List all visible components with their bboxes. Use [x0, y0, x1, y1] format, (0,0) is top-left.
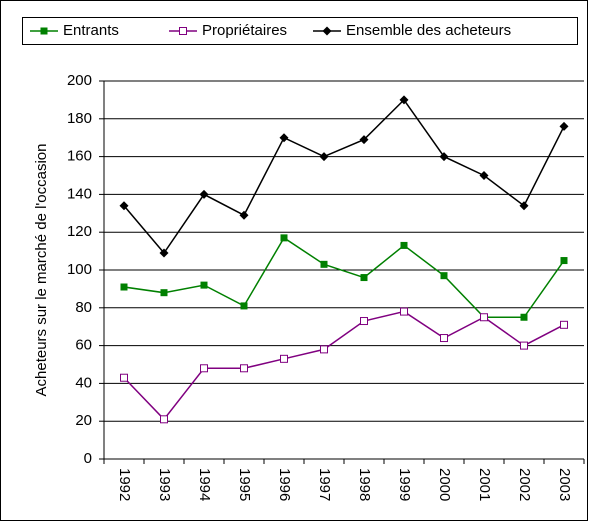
point [480, 313, 488, 322]
legend-label: Propriétaires [202, 22, 287, 39]
y-tick-label: 40 [75, 374, 92, 391]
point [320, 345, 328, 354]
series-line [123, 236, 565, 318]
point [199, 189, 209, 199]
y-tick-label: 20 [75, 412, 92, 429]
y-tick-label: 0 [84, 450, 92, 467]
x-tick-label: 1994 [196, 468, 213, 501]
x-tick-label: 1993 [156, 468, 173, 501]
point [360, 274, 368, 282]
point [359, 135, 369, 145]
point [560, 257, 568, 265]
point [160, 415, 168, 424]
point [160, 289, 168, 297]
point [560, 320, 568, 329]
point [280, 354, 288, 363]
x-tick-label: 2003 [556, 468, 573, 501]
x-tick-label: 1992 [116, 468, 133, 501]
x-tick-label: 1998 [356, 468, 373, 501]
point [440, 334, 448, 343]
series-line [123, 98, 565, 255]
point [559, 121, 569, 131]
legend-marker [322, 26, 332, 36]
point [200, 364, 208, 373]
point [200, 281, 208, 289]
x-tick-label: 1996 [276, 468, 293, 501]
point [159, 248, 169, 258]
legend-box [22, 17, 578, 45]
y-tick-label: 200 [67, 72, 92, 89]
y-tick-label: 160 [67, 148, 92, 165]
point [520, 313, 528, 321]
point [239, 210, 249, 220]
point [240, 302, 248, 310]
y-axis-title: Acheteurs sur le marché de l'occasion [33, 144, 50, 397]
point [360, 317, 368, 326]
y-tick-label: 100 [67, 261, 92, 278]
point [280, 234, 288, 242]
point [119, 201, 129, 211]
y-tick-label: 60 [75, 337, 92, 354]
y-tick-label: 180 [67, 110, 92, 127]
x-tick-label: 1999 [396, 468, 413, 501]
point [400, 241, 408, 249]
point [120, 283, 128, 291]
point [479, 171, 489, 180]
point [320, 260, 328, 268]
x-tick-label: 2001 [476, 468, 493, 501]
point [400, 307, 408, 316]
y-tick-label: 80 [75, 299, 92, 316]
x-tick-label: 2000 [436, 468, 453, 501]
point [319, 152, 329, 162]
point [240, 364, 248, 373]
point [120, 373, 128, 382]
legend-marker [40, 27, 48, 35]
legend: Entrants Propriétaires Ensemble des achete… [30, 22, 511, 39]
y-tick-label: 140 [67, 185, 92, 202]
point [399, 95, 409, 105]
y-tick-label: 120 [67, 223, 92, 240]
legend-marker [179, 27, 187, 35]
point [279, 133, 289, 143]
legend-label: Entrants [63, 22, 119, 39]
x-tick-label: 2002 [516, 468, 533, 501]
series-line [123, 310, 565, 421]
legend-label: Ensemble des acheteurs [346, 22, 511, 39]
point [440, 272, 448, 280]
point [519, 201, 529, 211]
x-tick-label: 1995 [236, 468, 253, 501]
x-tick-label: 1997 [316, 468, 333, 501]
point [520, 341, 528, 350]
point [439, 152, 449, 162]
